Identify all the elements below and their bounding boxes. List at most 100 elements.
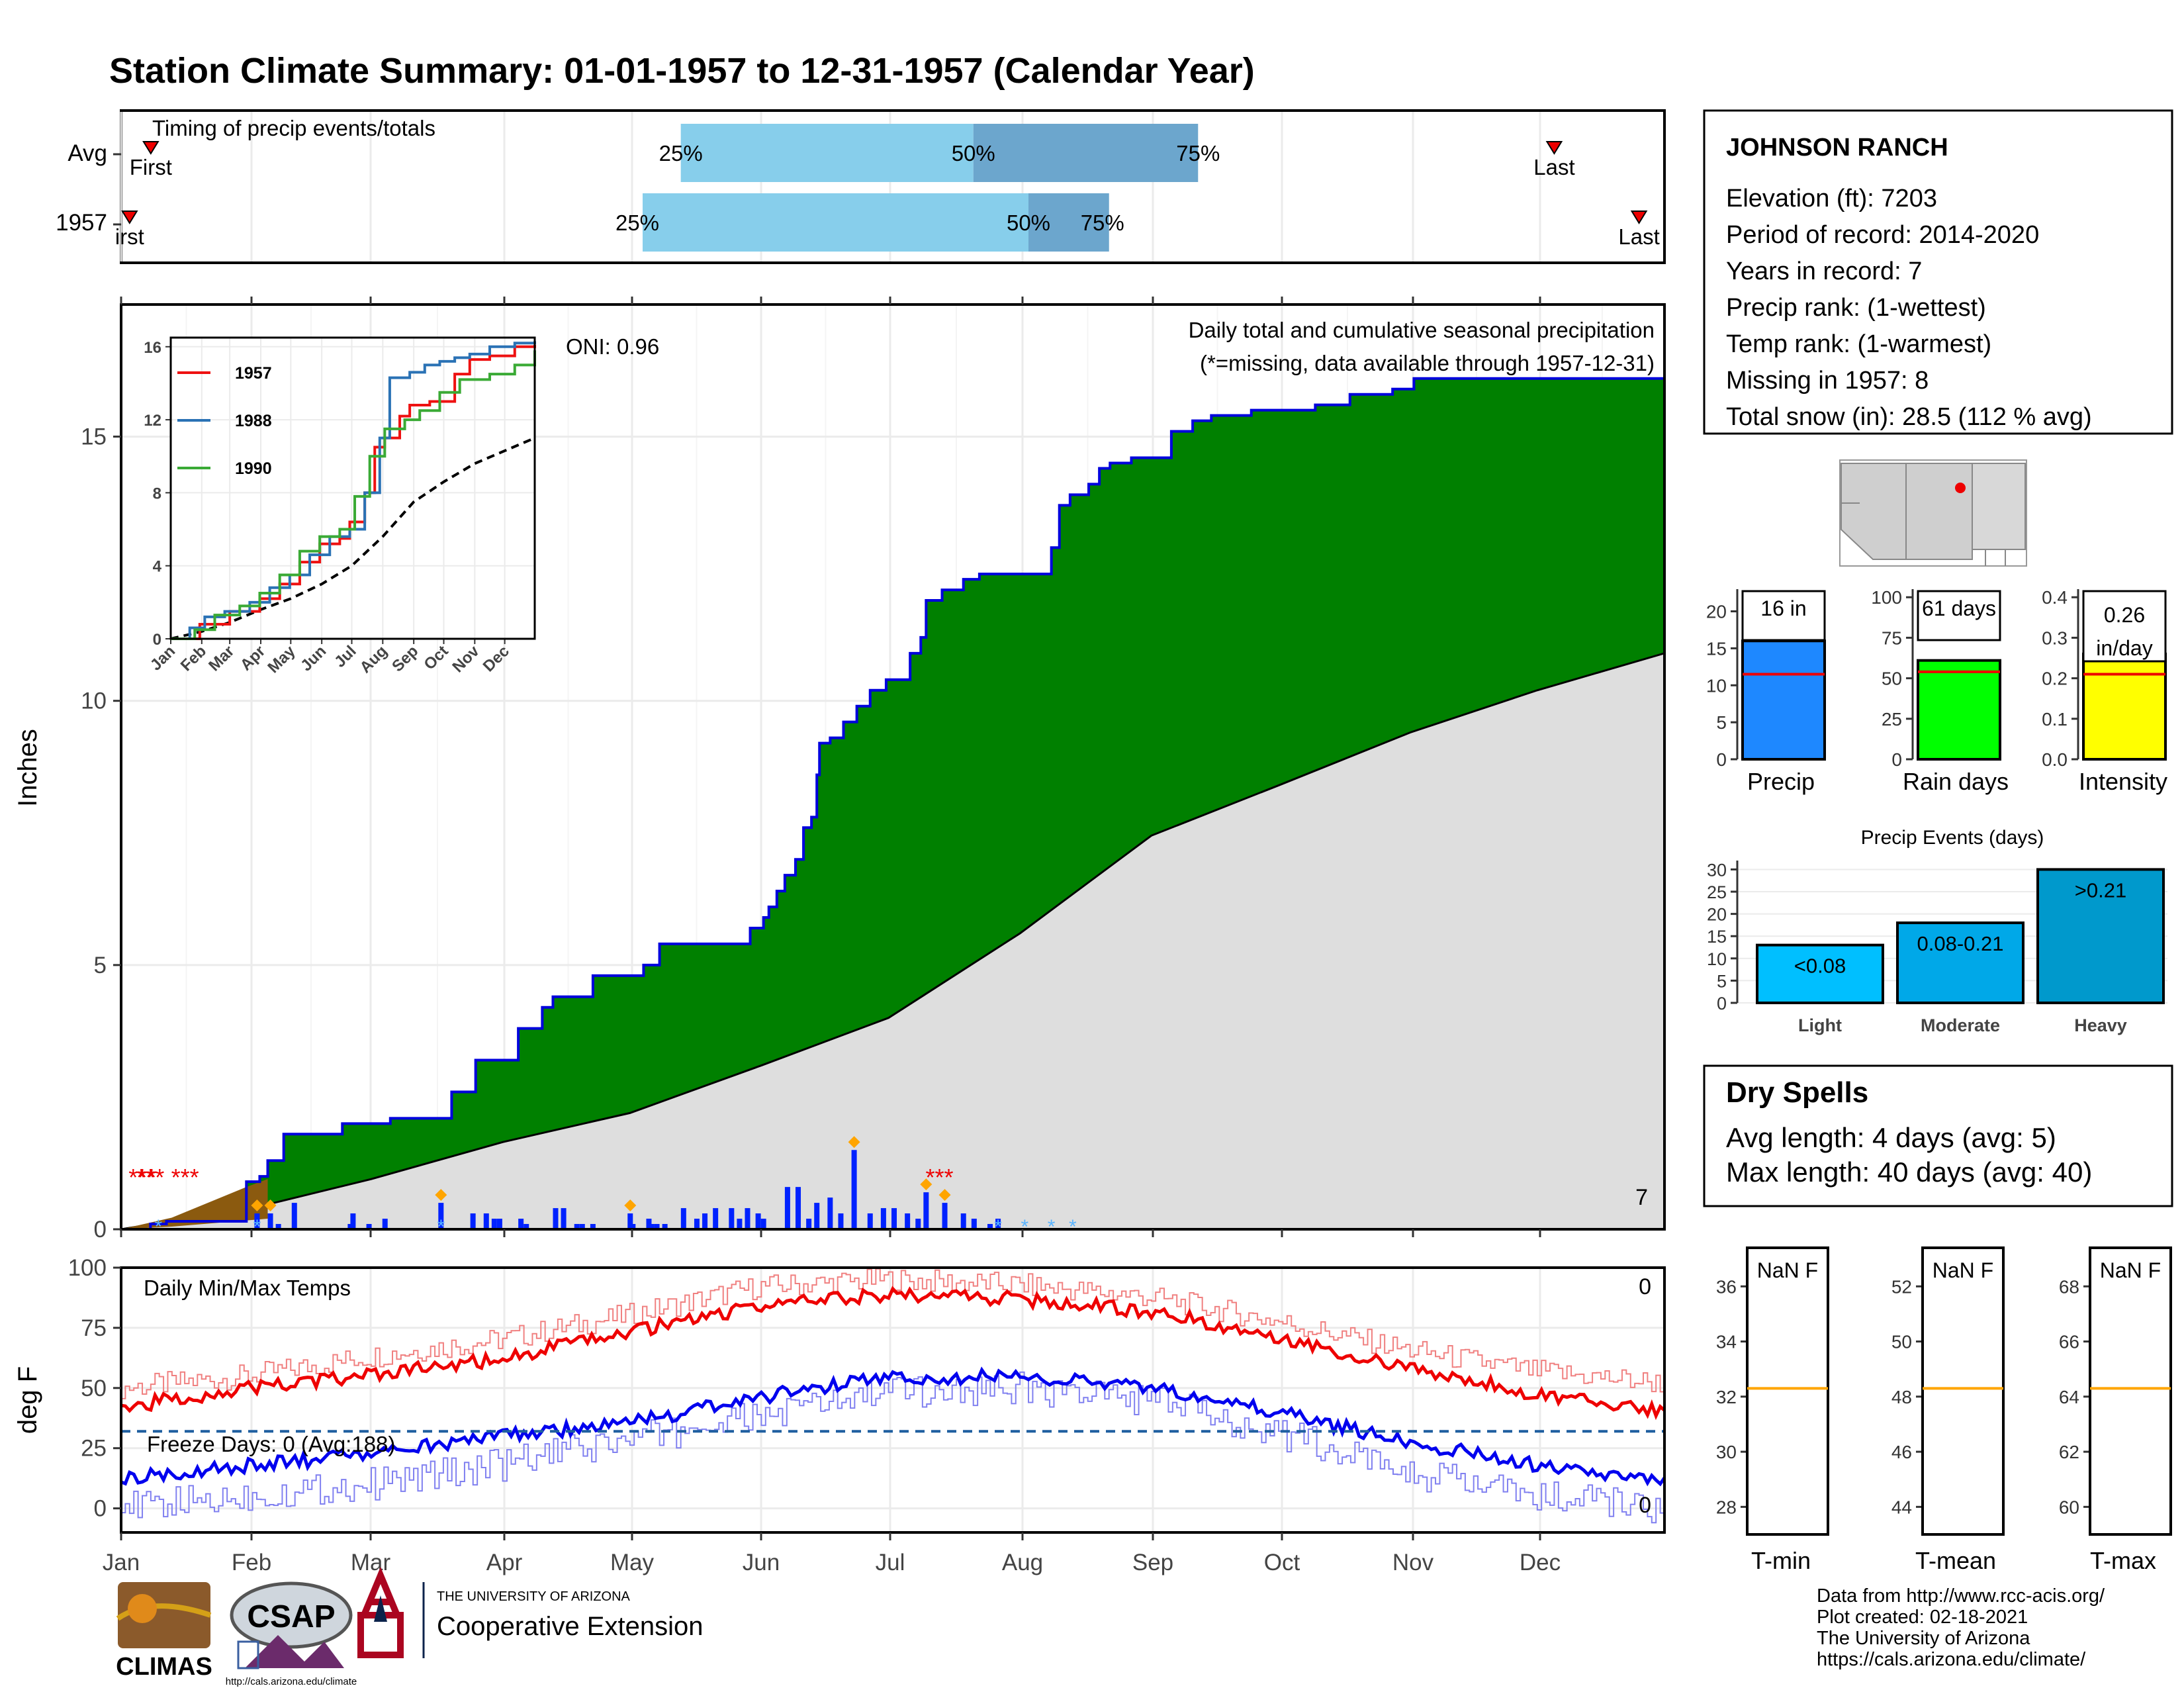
events-category-label: Heavy (2074, 1015, 2127, 1035)
footer-credits: Data from http://www.rcc-acis.org/ Plot … (1817, 1585, 2105, 1670)
summary-ytick-label: 0.1 (2042, 709, 2068, 729)
daily-precip-bar (347, 1224, 353, 1229)
temp-summary-frame (1746, 1246, 1829, 1536)
month-label: Sep (1132, 1550, 1173, 1575)
summary-value-label: 16 in (1760, 596, 1806, 620)
min-count-label: 0 (1639, 1493, 1651, 1518)
daily-precip-bar (796, 1187, 801, 1229)
snow-marker: * (155, 1216, 163, 1238)
daily-precip-bar (561, 1208, 567, 1229)
timing-q50-label: 50% (952, 141, 995, 165)
daily-precip-bar (382, 1219, 388, 1229)
temp-summary-ytick-label: 46 (1891, 1442, 1912, 1462)
locator-map (1839, 459, 2027, 567)
summary-ytick-label: 50 (1882, 669, 1902, 689)
footer-line-data: Data from http://www.rcc-acis.org/ (1817, 1585, 2105, 1607)
temp-series-max-1957 (120, 1286, 1666, 1421)
snow-marker: * (1048, 1216, 1056, 1238)
summary-value-label: 61 days (1922, 596, 1996, 620)
freeze-label: Freeze Days: 0 (Avg:188) (147, 1432, 395, 1456)
temp-ytick-label: 100 (68, 1255, 107, 1281)
daily-precip-bar (654, 1224, 660, 1229)
timing-first-label: First (130, 155, 172, 179)
station-location-marker (1955, 483, 1966, 493)
events-ytick-label: 5 (1717, 971, 1727, 991)
daily-precip-bar (630, 1224, 636, 1229)
temp-summary-ytick-label: 32 (1716, 1387, 1737, 1407)
heavy-event-diamond (920, 1178, 933, 1191)
station-line-precip-rank: Precip rank: (1-wettest) (1726, 294, 1986, 322)
snow-marker: * (253, 1216, 261, 1238)
heavy-event-diamond (435, 1189, 447, 1201)
station-line-years: Years in record: 7 (1726, 258, 1922, 285)
month-label: Dec (1520, 1550, 1561, 1575)
precip-ytick-label: 15 (81, 424, 107, 450)
heavy-event-diamond (624, 1199, 637, 1212)
daily-precip-bar (694, 1219, 700, 1229)
station-line-missing: Missing in 1957: 8 (1726, 367, 1929, 395)
inset-legend-label: 1988 (235, 412, 272, 430)
summary-bar-precip (1741, 639, 1826, 761)
month-label: Aug (1002, 1550, 1043, 1575)
tmin-label: T-min (1751, 1547, 1811, 1574)
daily-precip-bar (291, 1203, 297, 1229)
page-title: Station Climate Summary: 01-01-1957 to 1… (109, 51, 1255, 91)
count-label: 7 (1635, 1185, 1648, 1210)
csap-logo-text: CSAP (247, 1599, 335, 1634)
heavy-event-diamond (848, 1136, 860, 1149)
daily-precip-bar (713, 1208, 719, 1229)
daily-precip-bar (942, 1203, 948, 1229)
summary-bar-rain-days (1917, 659, 2001, 761)
daily-precip-bar (680, 1208, 686, 1229)
daily-precip-bar (523, 1224, 529, 1229)
daily-precip-bar (470, 1213, 476, 1229)
temp-summary-ytick-label: 34 (1716, 1332, 1737, 1352)
summary-ytick-label: 0.3 (2042, 628, 2068, 648)
dry-spells-box: Dry Spells Avg length: 4 days (avg: 5) M… (1703, 1064, 2173, 1207)
daily-precip-bar (590, 1224, 596, 1229)
timing-last-marker (1630, 211, 1648, 224)
temp-ytick-label: 50 (81, 1376, 107, 1401)
ua-logo: THE UNIVERSITY OF ARIZONA Cooperative Ex… (357, 1567, 703, 1658)
inset-ytick-label: 4 (153, 558, 162, 576)
dry-max: Max length: 40 days (avg: 40) (1726, 1156, 2092, 1188)
daily-precip-bar (350, 1213, 356, 1229)
footer-line-created: Plot created: 02-18-2021 (1817, 1607, 2028, 1628)
station-name: JOHNSON RANCH (1726, 134, 1948, 162)
ua-logo-main: Cooperative Extension (437, 1612, 703, 1641)
summary-ytick-label: 0.0 (2042, 749, 2068, 770)
timing-q25-label: 25% (659, 141, 703, 165)
timing-row-year: 1957 (56, 210, 107, 236)
summary-value-box (2082, 590, 2167, 663)
daily-precip-bar (838, 1213, 844, 1229)
daily-precip-bar (891, 1208, 897, 1229)
temp-summary-bars: 28 30 32 34 36 NaN F 44 46 48 50 52 NaN F 60 62 64 66 68… (1716, 1246, 2172, 1536)
temp-ytick-label: 75 (81, 1315, 107, 1341)
inset-legend-label: 1957 (235, 364, 272, 383)
daily-precip-bar (627, 1213, 633, 1229)
inset-legend-label: 1990 (235, 459, 272, 478)
daily-precip-bar (960, 1213, 966, 1229)
heavy-event-diamond (251, 1199, 263, 1212)
temp-summary-ytick-label: 44 (1891, 1497, 1912, 1517)
daily-precip-bar (275, 1224, 281, 1229)
temp-series-min-1957 (120, 1366, 1666, 1487)
daily-precip-bar (827, 1197, 833, 1229)
daily-precip-bar (880, 1208, 886, 1229)
events-value-label: 0.08-0.21 (1917, 932, 2004, 955)
missing-marker: *** (128, 1164, 156, 1191)
timing-q75-label: 75% (1176, 141, 1220, 165)
cumulative-precip-line (121, 377, 1664, 1231)
summary-ytick-label: 0 (1891, 749, 1902, 770)
month-label: Apr (486, 1550, 523, 1575)
station-line-temp-rank: Temp rank: (1-warmest) (1726, 330, 1991, 358)
timing-panel: Timing of precip events/totals Avg 1957 … (56, 109, 1666, 264)
precip-title: Daily total and cumulative seasonal prec… (1189, 318, 1655, 342)
summary-ytick-label: 20 (1706, 602, 1727, 622)
summary-ytick-label: 0.4 (2042, 587, 2068, 608)
daily-precip-bar (574, 1224, 580, 1229)
precip-ylabel: Inches (13, 729, 42, 807)
raindays-label: Rain days (1903, 768, 2009, 795)
daily-precip-bar (646, 1219, 652, 1229)
